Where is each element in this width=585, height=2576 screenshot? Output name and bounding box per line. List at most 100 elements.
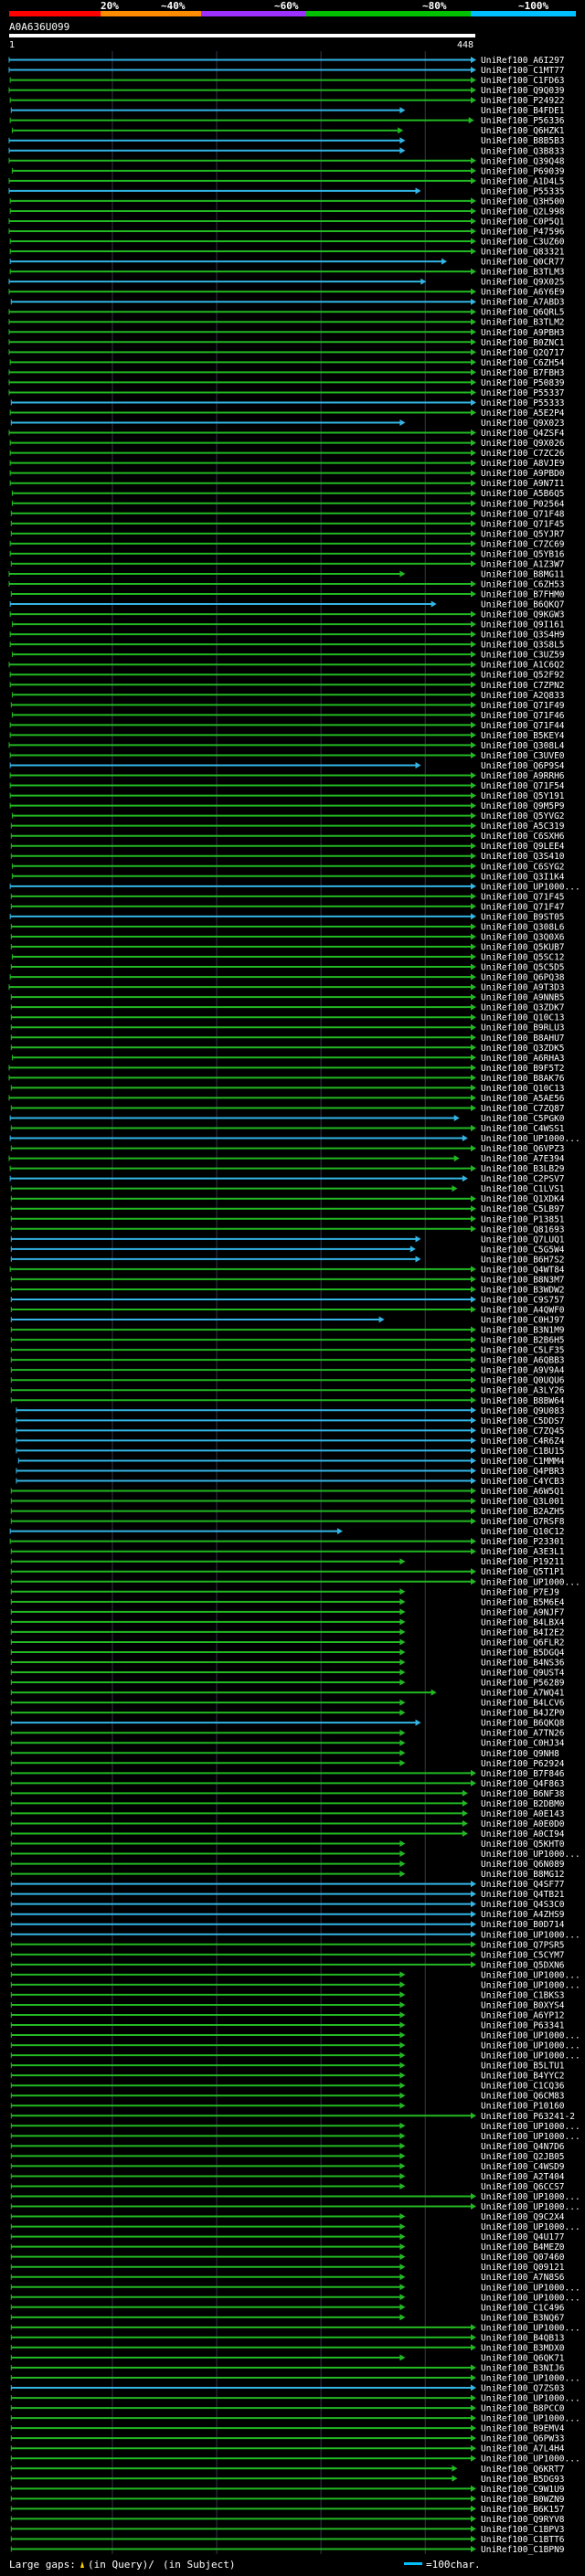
hit-row[interactable]: UniRef100_C9S757	[10, 1295, 565, 1305]
hit-label[interactable]: UniRef100_C5G5W4	[481, 1245, 565, 1255]
hit-row[interactable]: UniRef100_A0CI94	[10, 1829, 565, 1839]
hit-row[interactable]: UniRef100_Q0UQU6	[10, 1376, 565, 1386]
hit-label[interactable]: UniRef100_Q4SF77	[481, 1880, 565, 1890]
hit-label[interactable]: UniRef100_P13851	[481, 1214, 565, 1224]
hit-label[interactable]: UniRef100_C5CYM7	[481, 1950, 565, 1960]
hit-row[interactable]: UniRef100_B0D714	[10, 1920, 565, 1930]
hit-label[interactable]: UniRef100_Q5Y191	[481, 791, 565, 801]
hit-label[interactable]: UniRef100_Q5T1P1	[481, 1567, 565, 1577]
hit-row[interactable]: UniRef100_UP1000...	[10, 1577, 580, 1587]
hit-row[interactable]: UniRef100_C0P5Q1	[8, 217, 565, 227]
hit-row[interactable]: UniRef100_B2B6H5	[10, 1336, 565, 1346]
hit-label[interactable]: UniRef100_B9EMV4	[481, 2424, 565, 2434]
hit-row[interactable]: UniRef100_P50839	[8, 378, 565, 388]
hit-label[interactable]: UniRef100_Q7ZS03	[481, 2384, 565, 2394]
hit-label[interactable]: UniRef100_C0P5Q1	[481, 217, 565, 227]
hit-label[interactable]: UniRef100_C3UZ60	[481, 238, 565, 248]
hit-row[interactable]: UniRef100_Q4N7D6	[10, 2142, 565, 2152]
hit-row[interactable]: UniRef100_Q9RYV8	[10, 2515, 565, 2525]
hit-label[interactable]: UniRef100_C7ZC69	[481, 539, 565, 549]
hit-label[interactable]: UniRef100_B3TLM2	[481, 318, 565, 328]
hit-row[interactable]: UniRef100_Q9U083	[16, 1406, 565, 1416]
hit-row[interactable]: UniRef100_B8BW64	[10, 1396, 565, 1406]
hit-row[interactable]: UniRef100_Q39Q48	[8, 156, 565, 166]
hit-row[interactable]: UniRef100_Q71F45	[10, 519, 565, 529]
hit-row[interactable]: UniRef100_C3UZ60	[9, 238, 565, 248]
hit-row[interactable]: UniRef100_Q2L998	[9, 207, 565, 217]
hit-row[interactable]: UniRef100_B9RLU3	[10, 1023, 565, 1034]
hit-label[interactable]: UniRef100_Q9RYV8	[481, 2515, 565, 2525]
hit-row[interactable]: UniRef100_Q4F863	[10, 1779, 565, 1789]
hit-label[interactable]: UniRef100_C1BPV3	[481, 2525, 565, 2535]
hit-row[interactable]: UniRef100_B0ZNC1	[8, 338, 565, 348]
hit-row[interactable]: UniRef100_B3TLM3	[9, 268, 565, 278]
hit-label[interactable]: UniRef100_B6K157	[481, 2505, 565, 2515]
hit-row[interactable]: UniRef100_UP1000...	[9, 882, 580, 892]
hit-label[interactable]: UniRef100_P55337	[481, 388, 565, 398]
hit-row[interactable]: UniRef100_A4QWF0	[10, 1306, 565, 1316]
hit-label[interactable]: UniRef100_P7EJ9	[481, 1587, 559, 1597]
hit-row[interactable]: UniRef100_B9ST05	[9, 912, 565, 922]
hit-label[interactable]: UniRef100_Q3L001	[481, 1497, 565, 1507]
hit-label[interactable]: UniRef100_B6QKQ8	[481, 1719, 565, 1729]
hit-label[interactable]: UniRef100_A0E0D0	[481, 1819, 565, 1829]
hit-row[interactable]: UniRef100_C2PSV7	[9, 1174, 565, 1184]
hit-row[interactable]: UniRef100_P55337	[8, 388, 565, 398]
hit-label[interactable]: UniRef100_C7ZQ87	[481, 1104, 565, 1114]
hit-label[interactable]: UniRef100_Q4TB21	[481, 1890, 565, 1900]
hit-row[interactable]: UniRef100_Q5YJR7	[10, 529, 565, 539]
hit-label[interactable]: UniRef100_B6H7S2	[481, 1255, 565, 1265]
hit-row[interactable]: UniRef100_C1BPN9	[10, 2545, 565, 2555]
hit-label[interactable]: UniRef100_Q6P9S4	[481, 761, 565, 771]
hit-row[interactable]: UniRef100_Q4PBR3	[16, 1467, 565, 1477]
hit-row[interactable]: UniRef100_UP1000...	[10, 2041, 580, 2051]
hit-label[interactable]: UniRef100_Q6KRT7	[481, 2465, 565, 2475]
hit-row[interactable]: UniRef100_B6K157	[10, 2505, 565, 2515]
hit-row[interactable]: UniRef100_B9F5T2	[8, 1064, 565, 1074]
hit-row[interactable]: UniRef100_P7EJ9	[10, 1587, 559, 1597]
hit-label[interactable]: UniRef100_C9W1U9	[481, 2485, 565, 2495]
hit-row[interactable]: UniRef100_B5DGQ4	[10, 1648, 565, 1658]
hit-label[interactable]: UniRef100_C3UVE0	[481, 751, 565, 761]
hit-row[interactable]: UniRef100_A9PBD0	[9, 469, 565, 479]
hit-row[interactable]: UniRef100_B3NIJ6	[10, 2363, 565, 2373]
hit-label[interactable]: UniRef100_Q4U177	[481, 2232, 565, 2242]
hit-label[interactable]: UniRef100_UP1000...	[481, 1577, 580, 1587]
hit-label[interactable]: UniRef100_C4R6Z4	[481, 1436, 565, 1447]
hit-label[interactable]: UniRef100_Q9X023	[481, 419, 565, 429]
hit-label[interactable]: UniRef100_Q0UQU6	[481, 1376, 565, 1386]
hit-label[interactable]: UniRef100_B6QKQ7	[481, 600, 565, 610]
hit-label[interactable]: UniRef100_B8MG11	[481, 569, 565, 579]
hit-row[interactable]: UniRef100_P47596	[8, 227, 565, 237]
hit-row[interactable]: UniRef100_P10160	[10, 2102, 565, 2112]
hit-label[interactable]: UniRef100_C4WSD9	[481, 2162, 565, 2172]
hit-row[interactable]: UniRef100_B7FBH3	[8, 368, 565, 378]
hit-label[interactable]: UniRef100_B4QB13	[481, 2333, 565, 2343]
hit-label[interactable]: UniRef100_B9F5T2	[481, 1064, 565, 1074]
hit-row[interactable]: UniRef100_Q9C2X4	[10, 2212, 565, 2222]
hit-row[interactable]: UniRef100_P02564	[11, 499, 565, 509]
hit-row[interactable]: UniRef100_Q6VPZ3	[10, 1144, 565, 1154]
hit-label[interactable]: UniRef100_Q5SC12	[481, 953, 565, 963]
hit-label[interactable]: UniRef100_A5E2P4	[481, 408, 565, 419]
hit-row[interactable]: UniRef100_C1FD63	[9, 76, 565, 86]
hit-row[interactable]: UniRef100_A7ABD3	[10, 298, 565, 308]
hit-label[interactable]: UniRef100_Q6VPZ3	[481, 1144, 565, 1154]
hit-label[interactable]: UniRef100_C1MT77	[481, 66, 565, 76]
hit-label[interactable]: UniRef100_C1MMM4	[481, 1457, 565, 1467]
hit-label[interactable]: UniRef100_A6RHA3	[481, 1054, 565, 1064]
hit-row[interactable]: UniRef100_B6QKQ7	[9, 600, 565, 610]
hit-label[interactable]: UniRef100_C7ZPN2	[481, 681, 565, 691]
hit-label[interactable]: UniRef100_B8B5B3	[481, 136, 565, 146]
hit-row[interactable]: UniRef100_Q4U177	[10, 2232, 565, 2242]
hit-label[interactable]: UniRef100_A4ZHS9	[481, 1910, 565, 1920]
hit-label[interactable]: UniRef100_C1BKS3	[481, 1990, 565, 2000]
hit-label[interactable]: UniRef100_Q5C5D5	[481, 963, 565, 973]
hit-row[interactable]: UniRef100_Q3B833	[8, 146, 565, 156]
hit-row[interactable]: UniRef100_Q5Y191	[9, 791, 565, 801]
hit-label[interactable]: UniRef100_B0XYS4	[481, 2000, 565, 2010]
hit-row[interactable]: UniRef100_Q09121	[10, 2263, 565, 2273]
hit-label[interactable]: UniRef100_Q71F47	[481, 902, 565, 912]
hit-row[interactable]: UniRef100_A5B6Q5	[11, 489, 565, 499]
hit-label[interactable]: UniRef100_P24922	[481, 96, 565, 106]
